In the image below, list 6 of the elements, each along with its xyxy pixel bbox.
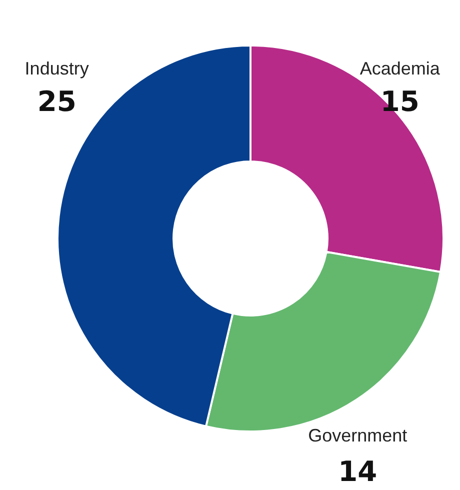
data-label: 25 <box>37 85 76 118</box>
slice-label: Industry <box>24 58 89 78</box>
slice-label: Government <box>308 426 408 446</box>
slice-label: Academia <box>360 58 441 78</box>
data-label: 15 <box>380 85 420 118</box>
data-label: 14 <box>338 455 378 488</box>
